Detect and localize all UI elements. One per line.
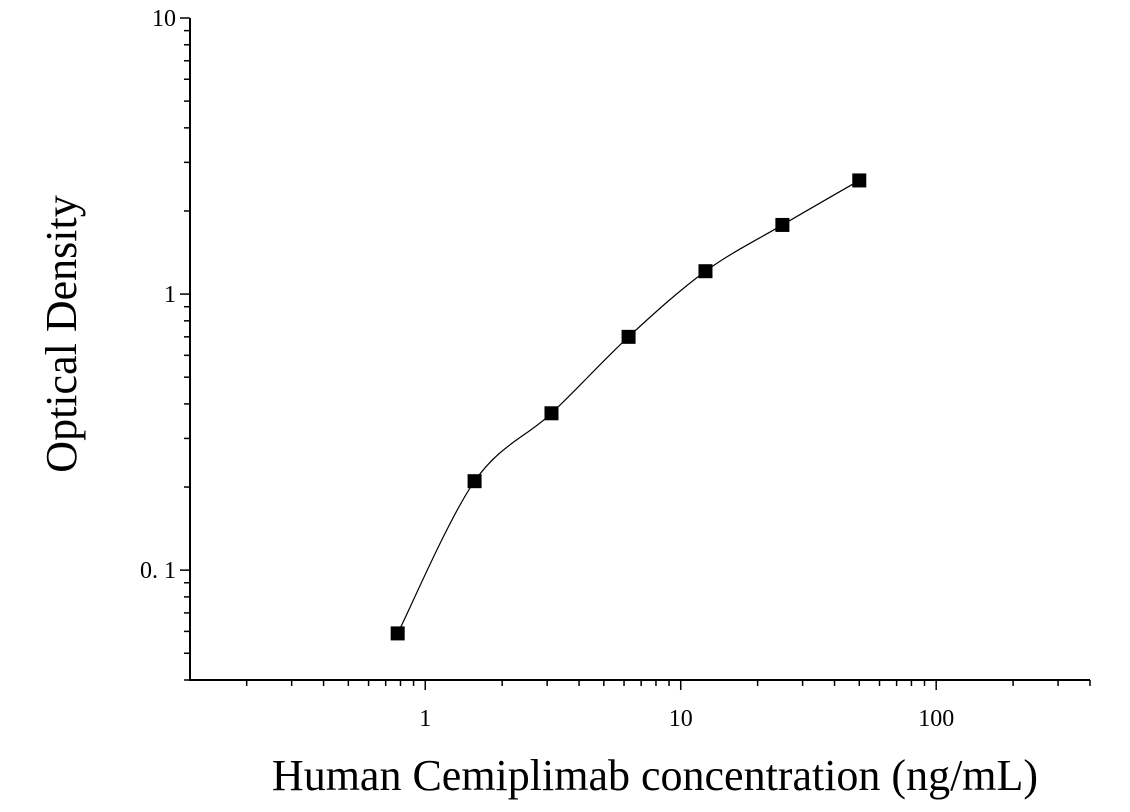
data-point	[467, 474, 482, 489]
y-tick-label: 1	[164, 282, 176, 308]
data-point	[621, 329, 636, 344]
y-tick-label: 10	[152, 6, 176, 32]
data-point	[544, 406, 559, 421]
data-point	[698, 264, 713, 279]
y-tick-label: 0. 1	[140, 558, 176, 584]
data-point	[390, 626, 405, 641]
x-tick-label: 10	[669, 706, 693, 732]
data-point	[775, 217, 790, 232]
data-points	[390, 173, 867, 641]
data-point	[852, 173, 867, 188]
x-ticks: 1 10 100	[245, 680, 1091, 732]
y-ticks: 0. 1 1 10	[140, 6, 190, 681]
y-axis-title: Optical Density	[37, 195, 86, 472]
x-tick-label: 1	[419, 706, 431, 732]
axes	[189, 18, 1090, 681]
x-axis-title: Human Cemiplimab concentration (ng/mL)	[272, 751, 1038, 800]
x-tick-label: 100	[918, 706, 954, 732]
fitted-curve	[397, 179, 860, 634]
